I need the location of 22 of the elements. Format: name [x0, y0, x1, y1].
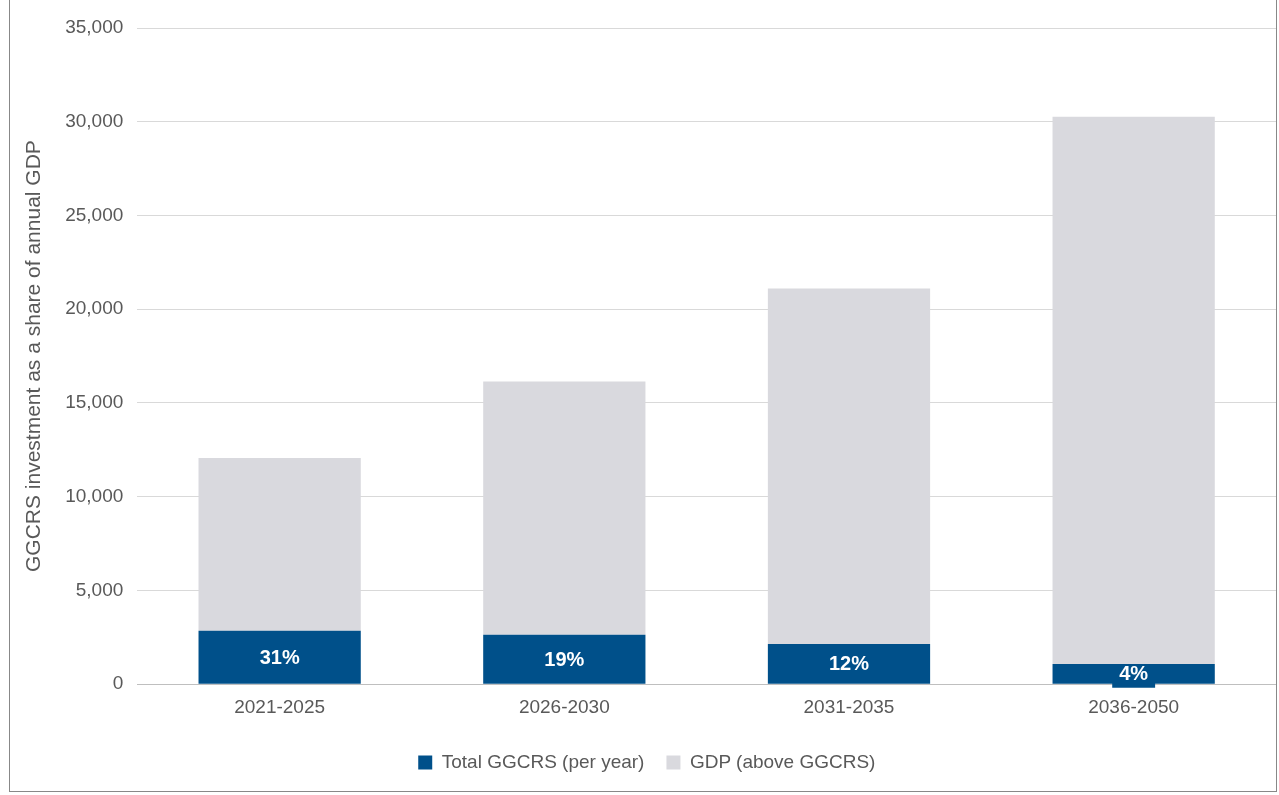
- x-tick-label: 2036-2050: [1088, 695, 1180, 717]
- y-tick-label: 10,000: [65, 484, 124, 506]
- x-tick-label: 2026-2030: [518, 695, 610, 717]
- annotation: 19%: [544, 647, 585, 670]
- x-tick-label: 2021-2025: [234, 695, 326, 717]
- y-tick-label: 25,000: [65, 203, 124, 225]
- y-tick-label: 35,000: [65, 16, 124, 38]
- y-tick-label: 15,000: [65, 391, 124, 413]
- annotation: 31%: [259, 645, 300, 668]
- bar: [767, 643, 931, 684]
- annotation: 12%: [828, 652, 870, 675]
- legend-label: Total GGCRS (per year): [441, 750, 645, 772]
- bar: [483, 634, 646, 684]
- bar: [198, 630, 361, 684]
- y-tick-label: 0: [112, 672, 124, 694]
- y-tick-label: 20,000: [65, 297, 124, 319]
- legend-label: GDP (above GGCRS): [689, 750, 876, 772]
- y-tick-label: 30,000: [65, 109, 124, 131]
- y-axis-title: GGCRS investment as a share of annual GDP: [21, 140, 45, 573]
- y-tick-label: 5,000: [75, 578, 124, 600]
- x-tick-label: 2031-2035: [803, 695, 895, 717]
- annotation: 4%: [1119, 662, 1149, 685]
